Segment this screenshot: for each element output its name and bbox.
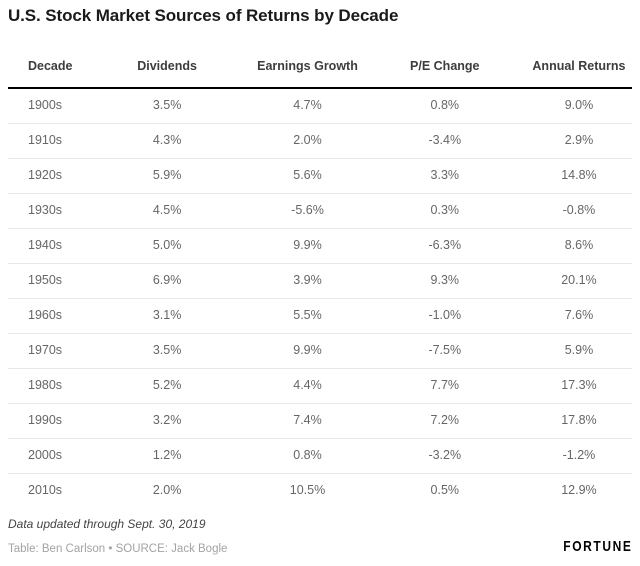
value-cell: 3.2% (82, 403, 252, 439)
column-header-dividends: Dividends (82, 26, 252, 89)
table-header: Decade Dividends Earnings Growth P/E Cha… (8, 26, 632, 89)
table-row: 1990s 3.2% 7.4% 7.2% 17.8% (8, 403, 632, 439)
returns-table: Decade Dividends Earnings Growth P/E Cha… (8, 26, 632, 508)
value-cell: 5.6% (251, 158, 364, 194)
decade-cell: 1960s (8, 298, 83, 334)
value-cell: -7.5% (363, 333, 526, 369)
fortune-logo: FORTUNE (562, 538, 632, 555)
value-cell: -5.6% (251, 193, 364, 229)
decade-cell: 1980s (8, 368, 83, 404)
value-cell: 17.3% (525, 368, 632, 404)
value-cell: 7.4% (251, 403, 364, 439)
value-cell: 2.9% (525, 123, 632, 159)
value-cell: 9.9% (251, 228, 364, 264)
table-row: 1930s 4.5% -5.6% 0.3% -0.8% (8, 193, 632, 229)
value-cell: 9.3% (363, 263, 526, 299)
value-cell: 0.8% (251, 438, 364, 474)
table-row: 1940s 5.0% 9.9% -6.3% 8.6% (8, 228, 632, 264)
value-cell: 3.9% (251, 263, 364, 299)
table-row: 1970s 3.5% 9.9% -7.5% 5.9% (8, 333, 632, 369)
table-body: 1900s 3.5% 4.7% 0.8% 9.0% 1910s 4.3% 2.0… (8, 88, 632, 508)
column-header-earnings-growth: Earnings Growth (251, 26, 364, 89)
value-cell: 6.9% (82, 263, 252, 299)
decade-cell: 2000s (8, 438, 83, 474)
value-cell: 8.6% (525, 228, 632, 264)
value-cell: 12.9% (561, 483, 597, 498)
header-row: Decade Dividends Earnings Growth P/E Cha… (8, 26, 632, 89)
value-cell: 7.7% (363, 368, 526, 404)
value-cell: 3.5% (82, 88, 252, 124)
value-cell: 5.0% (82, 228, 252, 264)
value-cell: 9.0% (525, 88, 632, 124)
value-cell: 3.5% (82, 333, 252, 369)
value-cell: 0.8% (363, 88, 526, 124)
value-cell: 7.6% (525, 298, 632, 334)
table-row: 1950s 6.9% 3.9% 9.3% 20.1% (8, 263, 632, 299)
decade-cell: 1930s (8, 193, 83, 229)
decade-cell: 1910s (8, 123, 83, 159)
decade-cell: 1900s (8, 88, 83, 124)
decade-cell: 1920s (8, 158, 83, 194)
value-cell: -1.0% (363, 298, 526, 334)
footer-text-block: Data updated through Sept. 30, 2019 Tabl… (8, 517, 227, 556)
footer-note: Data updated through Sept. 30, 2019 (8, 517, 206, 531)
column-header-pe-change: P/E Change (363, 26, 526, 89)
value-cell: 4.4% (251, 368, 364, 404)
page-title: U.S. Stock Market Sources of Returns by … (8, 6, 399, 25)
column-header-decade: Decade (8, 26, 83, 89)
value-cell: 4.5% (82, 193, 252, 229)
value-cell: 7.2% (363, 403, 526, 439)
value-cell: -3.4% (363, 123, 526, 159)
decade-cell: 1970s (8, 333, 83, 369)
value-cell: 0.5% (430, 483, 460, 498)
table-row: 2010s 2.0% 10.5% 0.5% 12.9% (8, 473, 632, 508)
value-cell: 2.0% (251, 123, 364, 159)
decade-cell: 1940s (8, 228, 83, 264)
table-row: 1920s 5.9% 5.6% 3.3% 14.8% (8, 158, 632, 194)
value-cell: -3.2% (363, 438, 526, 474)
value-cell: 3.3% (363, 158, 526, 194)
table-row: 1980s 5.2% 4.4% 7.7% 17.3% (8, 368, 632, 404)
value-cell: 1.2% (82, 438, 252, 474)
value-cell: 0.3% (363, 193, 526, 229)
value-cell: 4.7% (251, 88, 364, 124)
value-cell: 5.2% (82, 368, 252, 404)
value-cell: 17.8% (525, 403, 632, 439)
value-cell: 10.5% (289, 483, 326, 498)
decade-cell: 1990s (8, 403, 83, 439)
table-row: 1900s 3.5% 4.7% 0.8% 9.0% (8, 88, 632, 124)
value-cell: -6.3% (363, 228, 526, 264)
decade-cell: 2010s (28, 483, 63, 498)
footer: Data updated through Sept. 30, 2019 Tabl… (8, 517, 632, 556)
value-cell: 5.9% (82, 158, 252, 194)
value-cell: -1.2% (525, 438, 632, 474)
column-header-annual-returns: Annual Returns (525, 26, 632, 89)
value-cell: -0.8% (525, 193, 632, 229)
footer-credits: Table: Ben Carlson • SOURCE: Jack Bogle (8, 543, 228, 555)
value-cell: 9.9% (251, 333, 364, 369)
table-row: 2000s 1.2% 0.8% -3.2% -1.2% (8, 438, 632, 474)
decade-cell: 1950s (8, 263, 83, 299)
value-cell: 2.0% (152, 483, 182, 498)
table-row: 1910s 4.3% 2.0% -3.4% 2.9% (8, 123, 632, 159)
value-cell: 14.8% (525, 158, 632, 194)
value-cell: 5.5% (251, 298, 364, 334)
value-cell: 4.3% (82, 123, 252, 159)
value-cell: 3.1% (82, 298, 252, 334)
value-cell: 20.1% (525, 263, 632, 299)
value-cell: 5.9% (525, 333, 632, 369)
table-row: 1960s 3.1% 5.5% -1.0% 7.6% (8, 298, 632, 334)
